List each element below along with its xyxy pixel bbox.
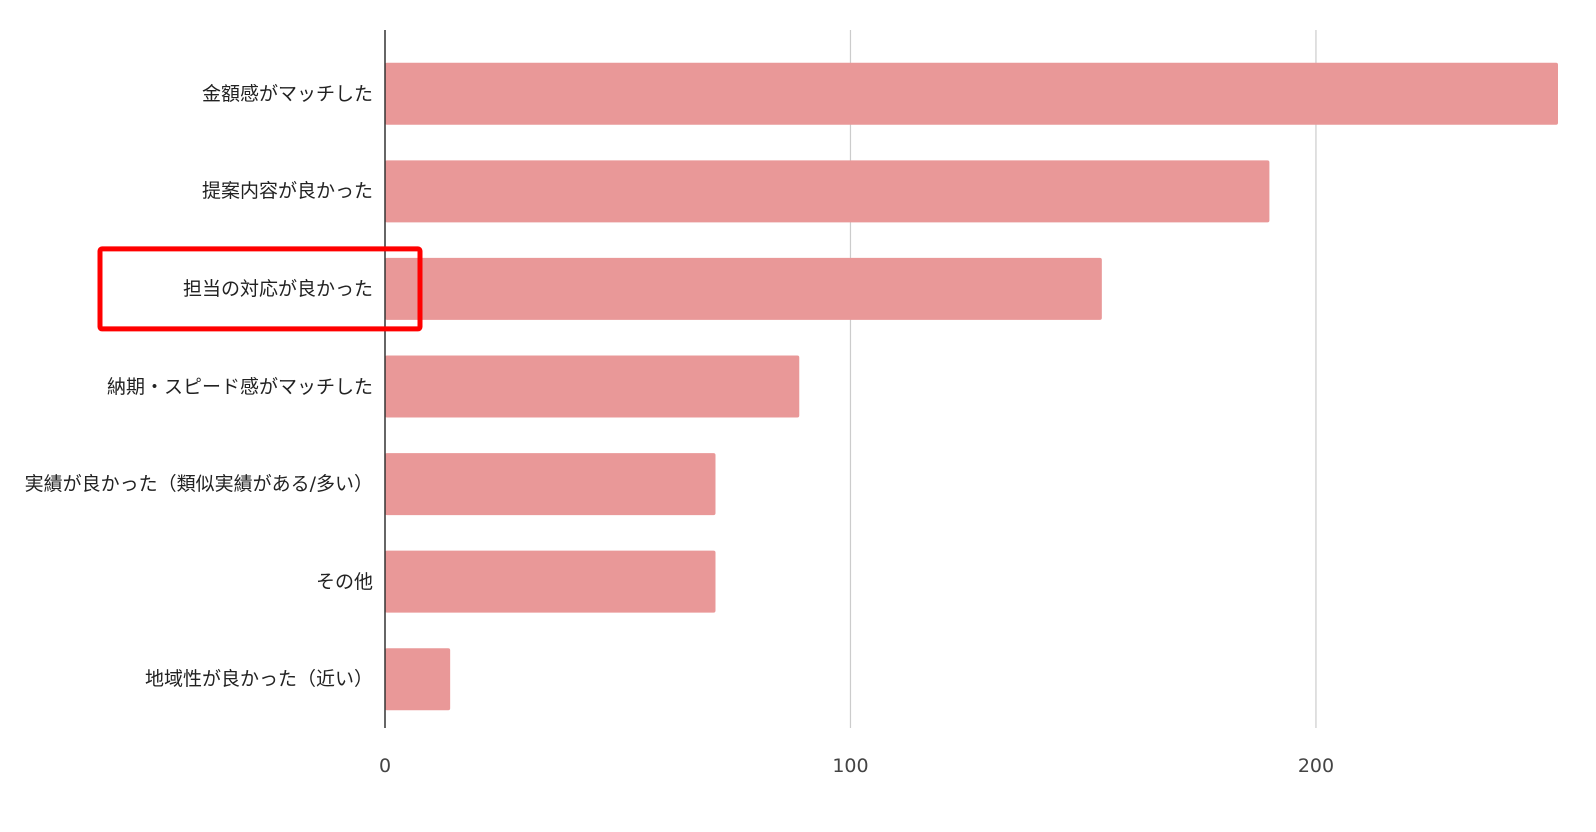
y-tick-label: 実績が良かった（類似実績がある/多い） [24, 473, 373, 496]
bar [385, 257, 1102, 320]
y-tick-label: 地域性が良かった（近い） [144, 668, 373, 691]
y-tick-label: 担当の対応が良かった [182, 277, 373, 300]
y-tick-label: 納期・スピード感がマッチした [106, 375, 373, 398]
x-tick-label: 0 [379, 755, 391, 777]
bar [385, 160, 1270, 223]
bar [385, 62, 1558, 125]
x-tick-label: 100 [832, 755, 868, 777]
bar [385, 453, 716, 516]
y-tick-label: 提案内容が良かった [201, 180, 373, 203]
bar [385, 550, 716, 613]
bar [385, 355, 800, 418]
x-tick-label: 200 [1298, 755, 1334, 777]
y-tick-label: 金額感がマッチした [201, 82, 373, 105]
bar [385, 648, 451, 711]
y-tick-label: その他 [315, 570, 373, 593]
highlight-box [97, 246, 423, 332]
